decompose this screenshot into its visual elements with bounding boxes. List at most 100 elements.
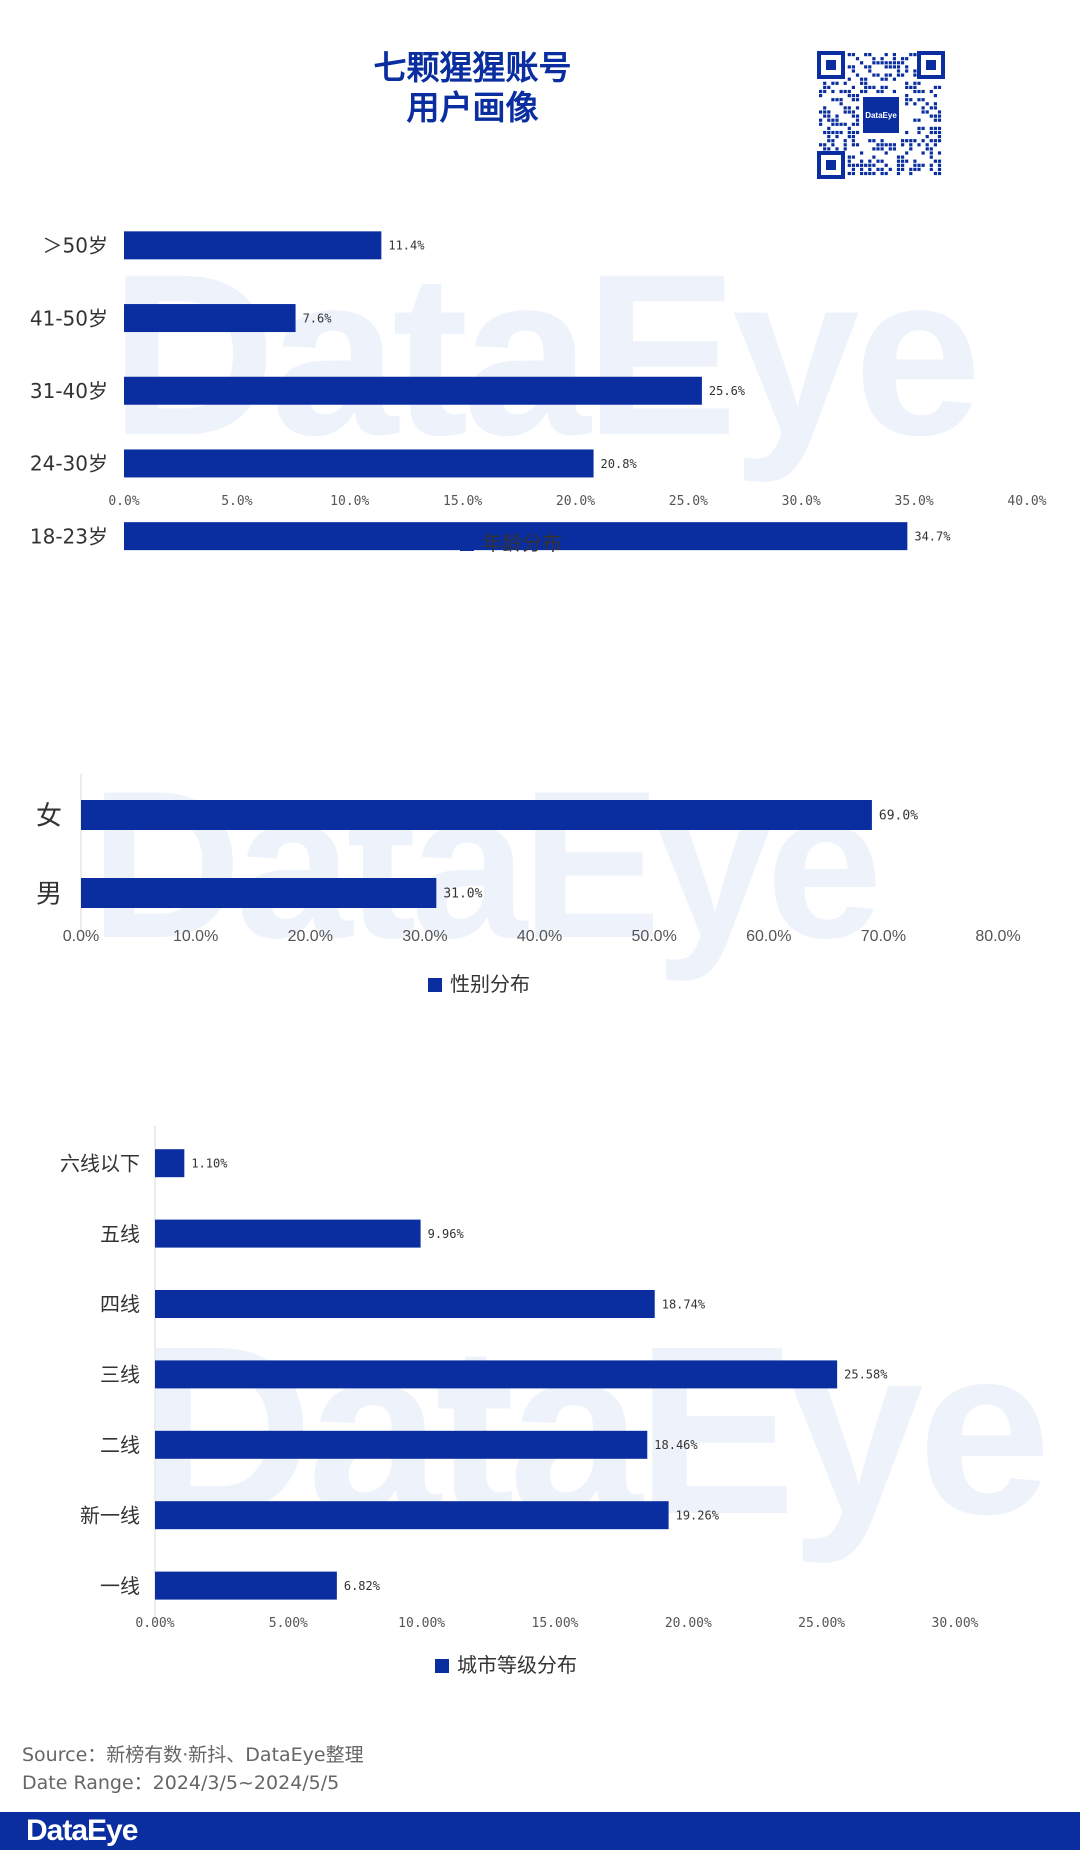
qr-module bbox=[847, 65, 851, 69]
qr-module bbox=[823, 110, 827, 114]
qr-module bbox=[901, 159, 905, 163]
qr-module bbox=[855, 143, 860, 147]
qr-module bbox=[851, 122, 855, 126]
qr-module bbox=[876, 61, 880, 65]
qr-module bbox=[864, 85, 868, 89]
qr-module bbox=[827, 135, 831, 139]
qr-module bbox=[909, 143, 913, 147]
qr-module bbox=[851, 163, 855, 167]
qr-module bbox=[876, 167, 880, 171]
qr-module bbox=[913, 53, 917, 57]
x-tick-label: 20.0% bbox=[288, 928, 333, 945]
qr-module bbox=[905, 159, 909, 163]
qr-module bbox=[933, 130, 937, 135]
qr-module bbox=[868, 65, 872, 69]
qr-finder bbox=[817, 51, 845, 79]
qr-module bbox=[880, 159, 884, 163]
qr-module bbox=[937, 171, 942, 176]
qr-module bbox=[933, 106, 937, 110]
qr-module bbox=[880, 77, 884, 81]
qr-module bbox=[896, 69, 901, 73]
qr-module bbox=[901, 73, 905, 77]
qr-module bbox=[892, 57, 896, 61]
qr-logo-box bbox=[863, 97, 899, 133]
qr-module bbox=[901, 163, 905, 167]
qr-module bbox=[872, 73, 876, 77]
qr-module bbox=[937, 118, 942, 122]
qr-module bbox=[929, 126, 933, 130]
qr-module bbox=[855, 98, 860, 102]
qr-module bbox=[872, 147, 876, 151]
data-label: 6.82% bbox=[344, 1579, 381, 1593]
qr-module bbox=[851, 94, 855, 98]
qr-module bbox=[909, 139, 913, 143]
qr-module bbox=[937, 130, 942, 135]
data-label: 11.4% bbox=[388, 239, 425, 253]
qr-finder-center bbox=[826, 160, 836, 170]
qr-module bbox=[864, 77, 868, 81]
qr-module bbox=[929, 147, 933, 151]
qr-module bbox=[937, 114, 942, 118]
qr-module bbox=[864, 163, 868, 167]
source-line: Source：新榜有数·新抖、DataEye整理 bbox=[22, 1744, 364, 1766]
qr-module bbox=[913, 73, 917, 77]
qr-module bbox=[896, 61, 901, 65]
x-tick-label: 0.00% bbox=[135, 1616, 174, 1631]
qr-module bbox=[872, 61, 876, 65]
data-label: 25.58% bbox=[844, 1368, 888, 1382]
qr-module bbox=[901, 57, 905, 61]
qr-module bbox=[876, 147, 880, 151]
qr-module bbox=[872, 155, 876, 159]
qr-module bbox=[888, 73, 892, 77]
x-tick-label: 5.00% bbox=[269, 1616, 308, 1631]
qr-module bbox=[847, 163, 851, 167]
qr-module bbox=[823, 81, 827, 85]
qr-module bbox=[819, 118, 823, 122]
category-label: 18-23岁 bbox=[30, 524, 108, 548]
qr-module bbox=[831, 81, 835, 85]
qr-module bbox=[929, 139, 933, 143]
data-label: 18.74% bbox=[662, 1297, 706, 1311]
category-label: 女 bbox=[36, 801, 62, 831]
qr-module bbox=[872, 163, 876, 167]
bar bbox=[81, 878, 437, 908]
qr-module bbox=[909, 85, 913, 89]
qr-module bbox=[905, 98, 909, 102]
qr-module bbox=[909, 98, 913, 102]
qr-module bbox=[851, 139, 855, 143]
qr-module bbox=[868, 171, 872, 176]
qr-module bbox=[819, 110, 823, 114]
qr-module bbox=[835, 135, 839, 139]
qr-module bbox=[864, 53, 868, 57]
qr-module bbox=[847, 159, 851, 163]
qr-module bbox=[847, 94, 851, 98]
qr-module bbox=[892, 61, 896, 65]
bar bbox=[124, 449, 594, 478]
qr-module bbox=[921, 89, 925, 94]
qr-module bbox=[937, 159, 942, 163]
qr-module bbox=[864, 89, 868, 94]
qr-module bbox=[901, 167, 905, 171]
qr-module bbox=[905, 69, 909, 73]
qr-module bbox=[937, 139, 942, 143]
qr-module bbox=[913, 167, 917, 171]
qr-code: DataEye bbox=[817, 51, 945, 179]
qr-module bbox=[851, 143, 855, 147]
qr-module bbox=[896, 167, 901, 171]
qr-module bbox=[819, 122, 823, 126]
data-label: 69.0% bbox=[879, 809, 918, 824]
x-tick-label: 5.0% bbox=[221, 494, 252, 509]
qr-module bbox=[880, 57, 884, 61]
qr-module bbox=[892, 77, 896, 81]
qr-module bbox=[933, 85, 937, 89]
qr-module bbox=[909, 147, 913, 151]
bar bbox=[155, 1219, 421, 1248]
x-tick-label: 25.00% bbox=[798, 1616, 845, 1631]
legend-swatch bbox=[428, 978, 442, 992]
qr-module bbox=[823, 130, 827, 135]
source-note: Source：新榜有数·新抖、DataEye整理 Date Range：2024… bbox=[22, 1741, 364, 1797]
qr-module bbox=[851, 53, 855, 57]
bar bbox=[124, 231, 382, 260]
qr-module bbox=[851, 69, 855, 73]
qr-module bbox=[888, 143, 892, 147]
